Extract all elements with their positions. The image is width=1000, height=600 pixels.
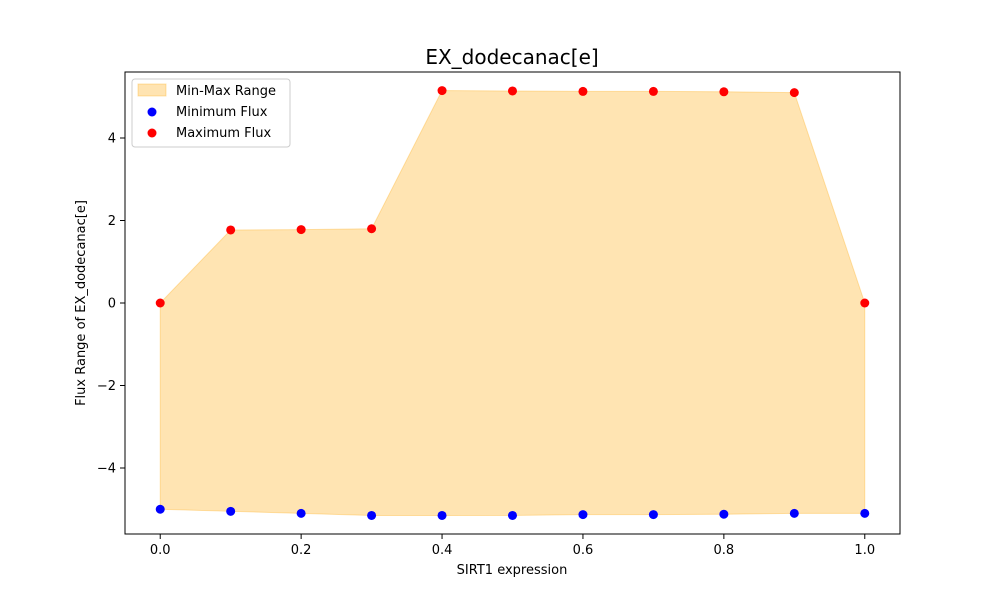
min-flux-point-2 <box>296 508 306 518</box>
legend-label-min: Minimum Flux <box>176 105 268 120</box>
min-flux-point-8 <box>719 509 729 519</box>
x-tick-label-0: 0.0 <box>150 543 171 558</box>
max-flux-point-8 <box>719 87 729 97</box>
legend-swatch-range <box>137 83 167 97</box>
legend-label-range: Min-Max Range <box>176 84 276 99</box>
min-flux-point-10 <box>860 508 870 518</box>
min-flux-point-5 <box>508 510 517 520</box>
x-tick-label-4: 0.8 <box>714 543 735 558</box>
y-tick-label-0: −4 <box>97 462 116 477</box>
legend-label-max: Maximum Flux <box>176 126 272 141</box>
legend: Min-Max Range Minimum Flux Maximum Flux <box>131 78 291 148</box>
min-flux-point-1 <box>226 506 236 516</box>
y-tick-label-1: −2 <box>97 379 116 394</box>
max-flux-point-3 <box>367 224 377 234</box>
max-flux-point-6 <box>578 86 588 96</box>
y-axis-label: Flux Range of EX_dodecanac[e] <box>74 200 89 406</box>
y-tick-label-4: 4 <box>108 132 116 147</box>
min-flux-point-9 <box>789 508 799 518</box>
x-tick-label-5: 1.0 <box>854 543 875 558</box>
plot-area-frame <box>124 71 901 535</box>
y-tick-label-2: 0 <box>108 297 116 312</box>
legend-marker-min <box>147 107 157 117</box>
max-flux-point-9 <box>789 88 799 98</box>
max-flux-point-1 <box>226 225 236 235</box>
x-tick-label-1: 0.2 <box>291 543 312 558</box>
min-max-range-area <box>159 90 866 516</box>
x-axis-label: SIRT1 expression <box>457 563 568 578</box>
legend-marker-max <box>147 128 157 138</box>
min-flux-point-3 <box>367 510 377 520</box>
x-tick-label-3: 0.6 <box>573 543 594 558</box>
legend-frame <box>131 78 291 148</box>
min-flux-point-0 <box>155 504 165 514</box>
min-flux-point-4 <box>437 510 447 520</box>
max-flux-point-0 <box>155 298 165 308</box>
max-flux-point-5 <box>508 86 517 96</box>
x-tick-label-2: 0.4 <box>432 543 453 558</box>
max-flux-point-10 <box>860 298 870 308</box>
max-flux-point-4 <box>437 86 447 96</box>
y-tick-label-3: 2 <box>108 214 116 229</box>
min-flux-point-6 <box>578 510 588 520</box>
max-flux-point-7 <box>648 86 658 96</box>
chart-title: EX_dodecanac[e] <box>425 45 598 69</box>
min-flux-point-7 <box>648 510 658 520</box>
max-flux-point-2 <box>296 225 306 235</box>
